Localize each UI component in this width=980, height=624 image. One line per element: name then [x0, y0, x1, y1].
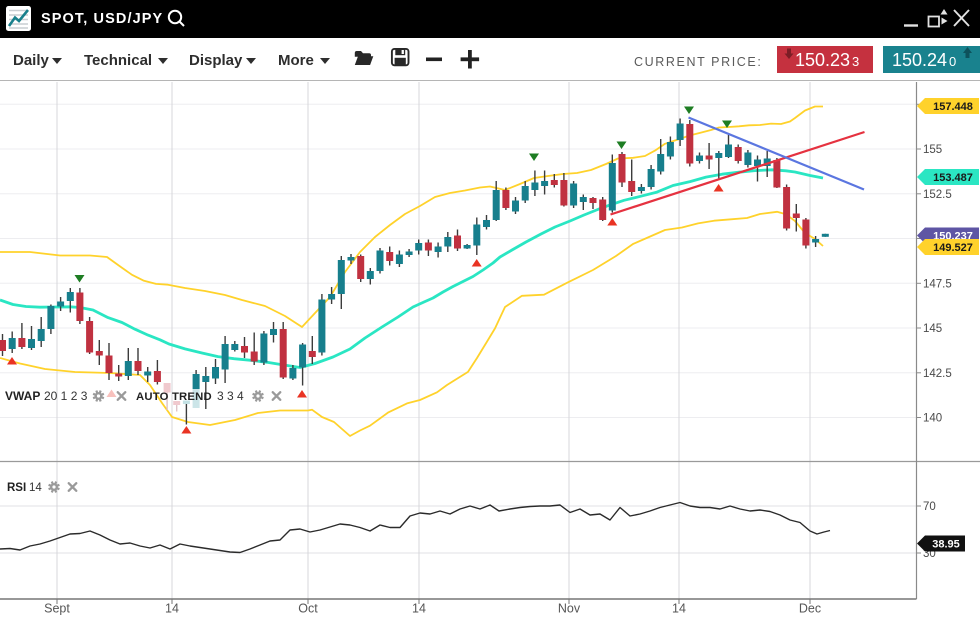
- svg-text:147.5: 147.5: [923, 278, 952, 290]
- svg-text:14: 14: [165, 602, 179, 616]
- svg-text:Nov: Nov: [558, 602, 581, 616]
- svg-text:152.5: 152.5: [923, 189, 952, 201]
- svg-text:140: 140: [923, 413, 942, 425]
- svg-text:14: 14: [672, 602, 686, 616]
- svg-text:155: 155: [923, 144, 942, 156]
- svg-text:38.95: 38.95: [932, 539, 960, 551]
- svg-text:RSI: RSI: [7, 482, 26, 494]
- svg-text:14: 14: [412, 602, 426, 616]
- svg-text:Sept: Sept: [44, 602, 70, 616]
- svg-text:150.23: 150.23: [795, 50, 850, 70]
- svg-text:149.527: 149.527: [933, 242, 973, 254]
- svg-text:145: 145: [923, 323, 942, 335]
- svg-text:Oct: Oct: [298, 602, 318, 616]
- svg-text:Dec: Dec: [799, 602, 821, 616]
- svg-text:VWAP: VWAP: [5, 389, 40, 403]
- svg-text:0: 0: [949, 54, 956, 69]
- svg-text:153.487: 153.487: [933, 172, 973, 184]
- svg-text:20 1 2 3: 20 1 2 3: [44, 389, 88, 403]
- svg-text:157.448: 157.448: [933, 101, 973, 113]
- svg-text:142.5: 142.5: [923, 368, 952, 380]
- svg-text:AUTO TREND: AUTO TREND: [136, 391, 212, 403]
- svg-text:3 3 4: 3 3 4: [217, 389, 244, 403]
- svg-text:150.24: 150.24: [892, 50, 947, 70]
- svg-text:14: 14: [29, 482, 42, 494]
- svg-text:70: 70: [923, 501, 936, 513]
- svg-text:3: 3: [852, 54, 859, 69]
